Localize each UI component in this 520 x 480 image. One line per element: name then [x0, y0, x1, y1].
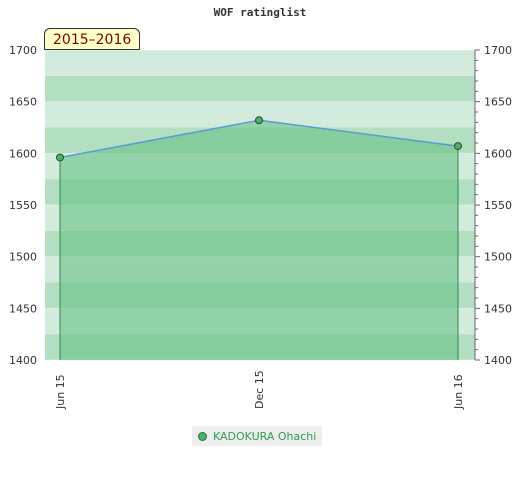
legend[interactable]: KADOKURA Ohachi — [192, 426, 323, 446]
y-axis-right: 1400 1450 1500 1550 1600 1650 1700 — [474, 44, 512, 367]
background-band — [45, 75, 475, 102]
y-tick-label-right: 1500 — [484, 251, 512, 264]
x-tick-label: Jun 15 — [54, 374, 67, 410]
y-tick-label-left: 1450 — [9, 302, 37, 315]
legend-series-label: KADOKURA Ohachi — [213, 429, 317, 443]
y-tick-label-right: 1650 — [484, 96, 512, 109]
x-tick-label: Dec 15 — [253, 370, 266, 409]
data-point — [255, 116, 263, 125]
data-point — [454, 142, 462, 151]
series-area-fill — [60, 120, 458, 361]
data-points — [56, 116, 462, 162]
season-badge: 2015–2016 — [44, 28, 141, 50]
y-tick-label-left: 1650 — [9, 96, 37, 109]
y-tick-label-left: 1400 — [9, 354, 37, 367]
x-axis: Jun 15 Dec 15 Jun 16 — [54, 370, 465, 410]
y-tick-label-left: 1500 — [9, 251, 37, 264]
background-band — [45, 50, 475, 76]
y-tick-label-left: 1600 — [9, 147, 37, 160]
series-area — [59, 120, 459, 361]
legend-marker-icon — [198, 431, 207, 441]
y-axis-left: 1400 1450 1500 1550 1600 1650 1700 — [9, 44, 37, 367]
y-tick-label-right: 1700 — [484, 44, 512, 57]
y-tick-label-right: 1600 — [484, 147, 512, 160]
chart-title: WOF ratinglist — [213, 6, 307, 19]
x-tick-label: Jun 16 — [452, 374, 465, 410]
y-tick-label-left: 1550 — [9, 199, 37, 212]
y-tick-label-right: 1550 — [484, 199, 512, 212]
y-tick-label-right: 1450 — [484, 302, 512, 315]
data-point — [56, 153, 64, 162]
y-tick-label-right: 1400 — [484, 354, 512, 367]
y-tick-label-left: 1700 — [9, 44, 37, 57]
